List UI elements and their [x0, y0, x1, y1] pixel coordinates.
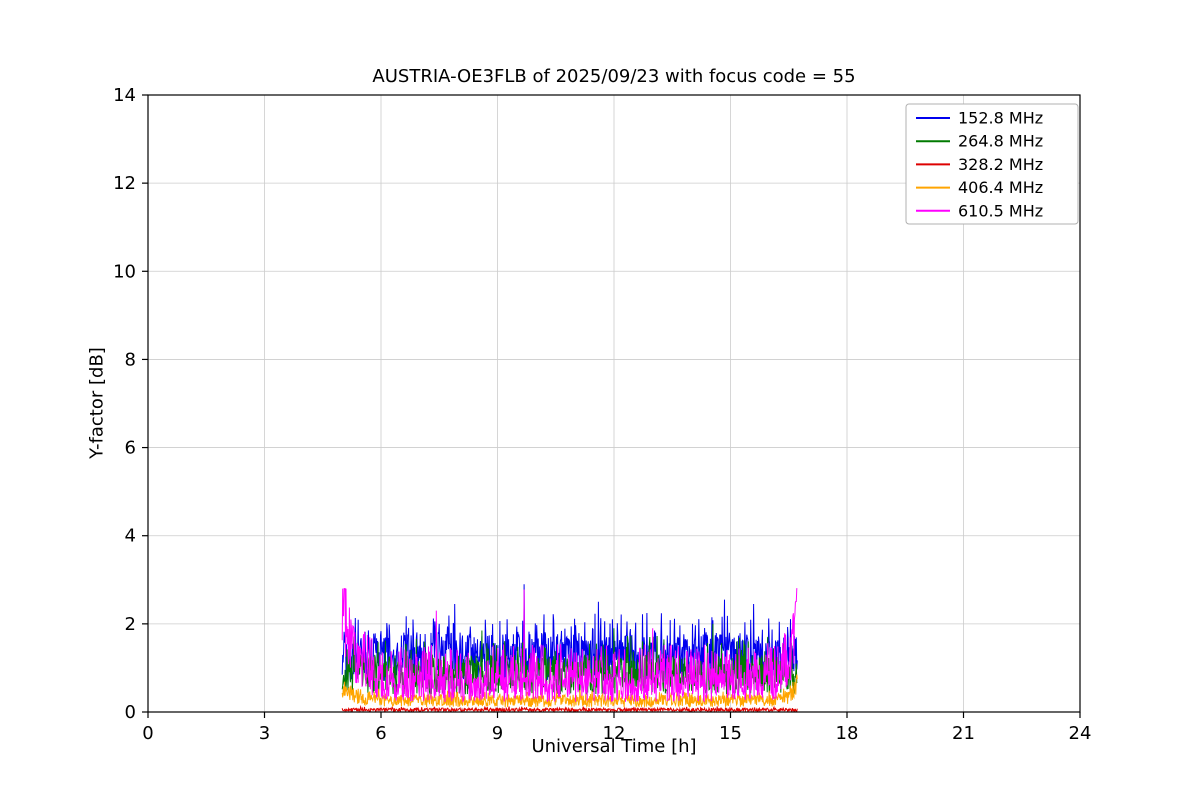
- legend-label-1: 264.8 MHz: [958, 132, 1043, 151]
- x-tick-label: 24: [1069, 723, 1092, 744]
- legend-label-3: 406.4 MHz: [958, 178, 1043, 197]
- series-line-4: [341, 588, 798, 703]
- x-tick-label: 15: [719, 723, 742, 744]
- y-tick-label: 6: [125, 438, 136, 459]
- y-axis-label: Y-factor [dB]: [86, 347, 108, 459]
- x-tick-label: 21: [952, 723, 975, 744]
- y-tick-label: 12: [113, 173, 136, 194]
- x-tick-label: 0: [142, 723, 153, 744]
- y-tick-label: 14: [113, 85, 136, 106]
- x-axis-label: Universal Time [h]: [531, 736, 697, 757]
- legend-label-4: 610.5 MHz: [958, 201, 1043, 220]
- legend-box: [905, 103, 1079, 225]
- legend-label-0: 152.8 MHz: [958, 109, 1043, 128]
- y-tick-label: 10: [113, 261, 136, 282]
- chart-title: AUSTRIA-OE3FLB of 2025/09/23 with focus …: [372, 66, 856, 87]
- legend-label-2: 328.2 MHz: [958, 155, 1043, 174]
- x-tick-label: 3: [259, 723, 270, 744]
- x-tick-label: 12: [603, 723, 626, 744]
- y-tick-label: 4: [125, 526, 136, 547]
- x-tick-label: 6: [375, 723, 386, 744]
- x-tick-label: 18: [836, 723, 859, 744]
- y-tick-label: 0: [125, 702, 136, 723]
- y-tick-label: 2: [125, 614, 136, 635]
- y-tick-label: 8: [125, 349, 136, 370]
- series-line-3: [341, 674, 798, 709]
- series-line-2: [341, 704, 798, 714]
- x-tick-label: 9: [492, 723, 503, 744]
